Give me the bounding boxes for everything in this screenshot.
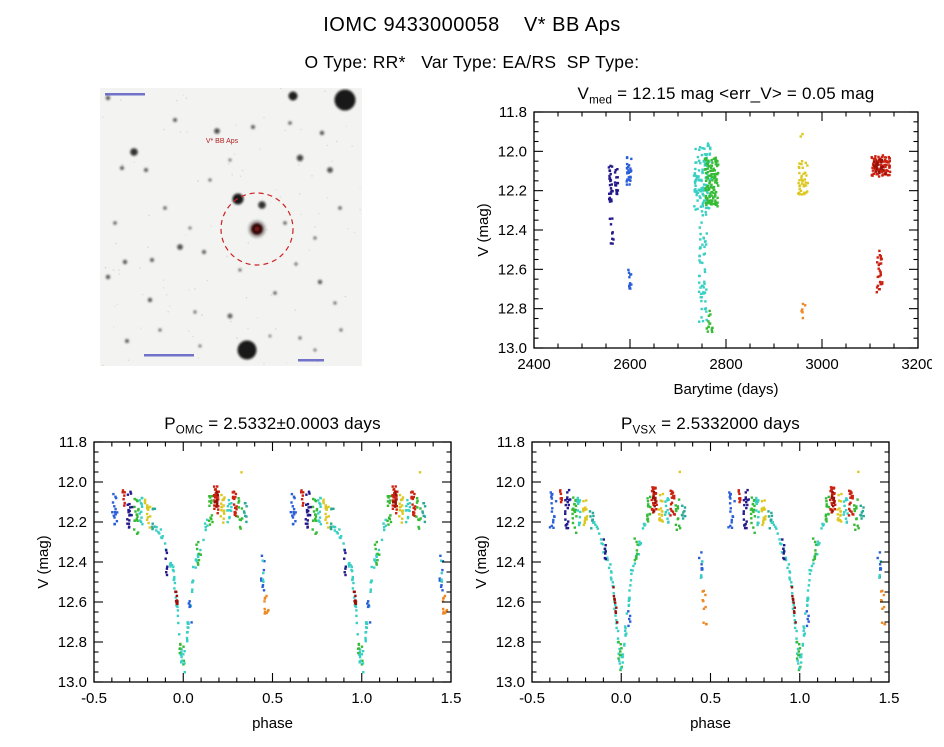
y-tick-label: 11.8 [499,104,527,121]
y-tick-label: 11.8 [59,434,87,451]
scatter-points [607,132,892,334]
x-tick-label: 0.0 [611,690,632,707]
x-tick-label: 2600 [613,356,646,373]
x-tick-label: 1.0 [789,690,810,707]
y-tick-label: 12.8 [496,634,525,651]
y-tick-label: 13.0 [58,674,87,691]
y-tick-label: 12.2 [496,514,525,531]
x-axis-label: Barytime (days) [673,381,778,398]
x-tick-label: 0.5 [262,690,283,707]
target-circle-marker [220,192,294,266]
y-tick-label: 12.8 [498,301,527,318]
page-subtitle: O Type: RR* Var Type: EA/RS SP Type: [304,52,640,72]
finder-annotation-mark [144,354,194,357]
y-tick-label: 12.4 [496,554,525,571]
x-tick-label: -0.5 [519,690,545,707]
phase-omc-plot: -0.5 0.0 0.5 1.0 1.5 11.8 12.0 12.2 12.4 12.6 12.8… [35,434,462,732]
x-tick-label: 0.0 [173,690,194,707]
scatter-points [111,471,449,674]
phase-vsx-title: PVSX = 2.5332000 days [620,414,801,437]
plot-frame [533,111,919,349]
y-tick-label: 12.2 [498,183,527,200]
x-axis-label: phase [252,715,293,732]
y-tick-label: 12.0 [498,143,527,160]
plot-frame [531,441,890,683]
y-tick-label: 12.4 [498,222,527,239]
phase-omc-title: POMC = 2.5332±0.0003 days [164,414,381,437]
lightcurve-title: Vmed = 12.15 mag <err_V> = 0.05 mag [577,84,875,107]
finder-object-label: V* BB Aps [206,138,239,145]
phase-vsx-plot: -0.5 0.0 0.5 1.0 1.5 11.8 12.0 12.2 12.4 12.6 12.8… [473,434,900,732]
y-tick-label: 13.0 [498,340,527,357]
x-tick-label: -0.5 [81,690,107,707]
y-tick-label: 12.6 [496,594,525,611]
target-star-core [254,226,260,232]
finder-annotation-mark [105,93,145,96]
x-tick-label: 2400 [517,356,550,373]
x-tick-label: 1.5 [441,690,462,707]
y-tick-label: 12.6 [58,594,87,611]
y-axis-label: V (mag) [35,535,52,588]
x-tick-label: 1.0 [351,690,372,707]
y-tick-label: 12.8 [58,634,87,651]
y-tick-label: 12.4 [58,554,87,571]
x-tick-label: 1.5 [879,690,900,707]
y-tick-label: 12.0 [496,474,525,491]
page-title: IOMC 9433000058 V* BB Aps [323,14,621,36]
x-tick-label: 2800 [709,356,742,373]
x-tick-label: 0.5 [700,690,721,707]
x-tick-label: 3000 [805,356,838,373]
plot-frame [93,441,452,683]
y-tick-label: 12.6 [498,261,527,278]
y-tick-label: 12.2 [58,514,87,531]
x-axis-label: phase [690,715,731,732]
y-axis-label: V (mag) [475,203,492,256]
y-tick-label: 11.8 [497,434,525,451]
x-tick-label: 3200 [901,356,932,373]
finder-chart-image: V* BB Aps [100,88,362,366]
scatter-points [548,470,887,672]
finder-annotation-mark [298,359,324,362]
y-axis-label: V (mag) [473,535,490,588]
y-tick-label: 12.0 [58,474,87,491]
y-tick-label: 13.0 [496,674,525,691]
lightcurve-plot: 2400 2600 2800 3000 3200 11.8 12.0 12.2 12.4 12.6… [475,104,932,398]
